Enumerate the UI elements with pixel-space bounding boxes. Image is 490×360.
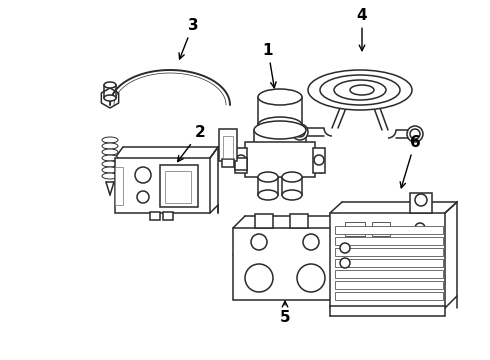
- Ellipse shape: [295, 127, 305, 137]
- Bar: [150, 212, 160, 220]
- Circle shape: [245, 264, 273, 292]
- Ellipse shape: [350, 85, 374, 95]
- Circle shape: [314, 155, 324, 165]
- Circle shape: [340, 243, 350, 253]
- Ellipse shape: [407, 126, 423, 142]
- Bar: [235, 148, 247, 173]
- Ellipse shape: [102, 137, 118, 143]
- Bar: [335, 270, 443, 278]
- Ellipse shape: [282, 190, 302, 200]
- Bar: [165, 171, 191, 203]
- Ellipse shape: [258, 89, 302, 105]
- Circle shape: [251, 234, 267, 250]
- Ellipse shape: [258, 172, 278, 182]
- Bar: [410, 193, 432, 213]
- Ellipse shape: [104, 82, 116, 88]
- Bar: [223, 136, 233, 158]
- Ellipse shape: [258, 190, 278, 200]
- Ellipse shape: [102, 143, 118, 149]
- Ellipse shape: [258, 117, 302, 133]
- Ellipse shape: [102, 155, 118, 161]
- Ellipse shape: [410, 129, 420, 139]
- Text: 4: 4: [357, 8, 368, 51]
- Ellipse shape: [320, 75, 400, 105]
- Bar: [335, 259, 443, 267]
- Bar: [330, 306, 445, 316]
- Bar: [335, 226, 443, 234]
- Ellipse shape: [282, 172, 302, 182]
- Bar: [255, 214, 273, 228]
- Text: 3: 3: [179, 18, 198, 59]
- Text: 5: 5: [280, 301, 290, 325]
- Bar: [115, 167, 123, 205]
- Text: 2: 2: [177, 125, 205, 162]
- Circle shape: [415, 194, 427, 206]
- Ellipse shape: [254, 121, 306, 139]
- Ellipse shape: [102, 149, 118, 155]
- Bar: [345, 222, 365, 236]
- Bar: [163, 212, 173, 220]
- Bar: [313, 148, 325, 173]
- Ellipse shape: [334, 80, 386, 100]
- Bar: [335, 248, 443, 256]
- Circle shape: [297, 264, 325, 292]
- Bar: [219, 129, 237, 161]
- Bar: [233, 228, 337, 300]
- Circle shape: [135, 167, 151, 183]
- Circle shape: [303, 234, 319, 250]
- Circle shape: [137, 191, 149, 203]
- Bar: [245, 142, 315, 177]
- Bar: [222, 159, 234, 167]
- Ellipse shape: [102, 173, 118, 179]
- Bar: [330, 213, 445, 308]
- Ellipse shape: [308, 70, 412, 110]
- Circle shape: [415, 223, 425, 233]
- Bar: [290, 214, 308, 228]
- Bar: [235, 158, 247, 170]
- Bar: [335, 292, 443, 300]
- Circle shape: [236, 155, 246, 165]
- Ellipse shape: [102, 161, 118, 167]
- Bar: [160, 165, 198, 207]
- Circle shape: [340, 258, 350, 268]
- Bar: [372, 222, 390, 236]
- Text: 1: 1: [263, 42, 276, 88]
- Ellipse shape: [102, 167, 118, 173]
- Ellipse shape: [292, 124, 308, 140]
- Bar: [335, 281, 443, 289]
- Text: 6: 6: [400, 135, 420, 188]
- Bar: [115, 158, 210, 213]
- Ellipse shape: [104, 95, 116, 101]
- Bar: [335, 237, 443, 245]
